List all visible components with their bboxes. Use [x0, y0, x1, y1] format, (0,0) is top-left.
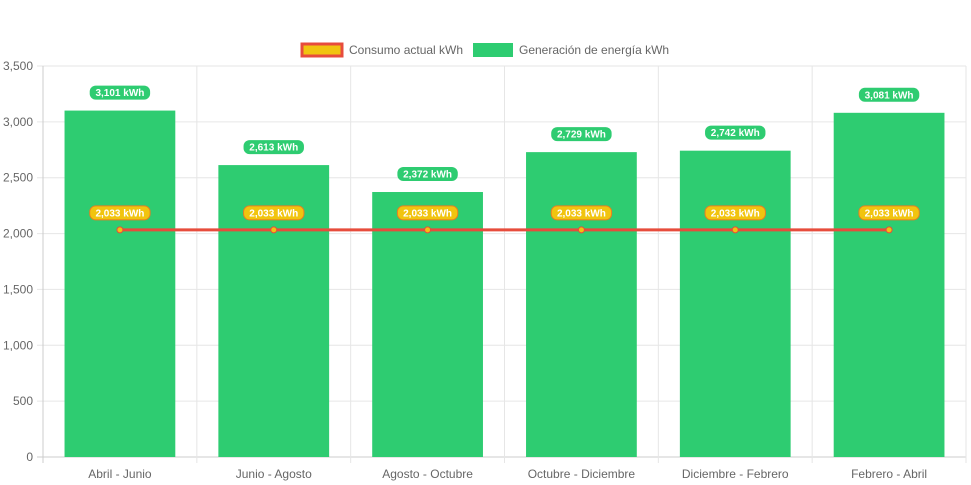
bar-data-label-bg	[551, 127, 612, 142]
bar-data-label: 2,729 kWh	[557, 130, 606, 141]
bars-layer	[64, 110, 945, 457]
axes-layer: 0 500 1,000 1,500 2,000 2,500 3,000 3,500 Abril …	[3, 59, 927, 481]
line-data-label-bg	[243, 205, 305, 221]
line-layer	[116, 226, 893, 234]
line-data-label-bg	[396, 205, 459, 221]
line-data-label: 2,033 kWh	[865, 208, 914, 219]
line-data-label: 2,033 kWh	[95, 208, 144, 219]
line-data-label: 2,033 kWh	[711, 208, 760, 219]
bar-data-label: 2,613 kWh	[249, 143, 298, 154]
bar-generacion[interactable]	[833, 112, 945, 457]
x-tick-label: Octubre - Diciembre	[528, 467, 636, 481]
consumo-point[interactable]	[116, 226, 124, 234]
bar-data-label: 2,372 kWh	[403, 170, 452, 181]
consumo-point[interactable]	[270, 226, 278, 234]
line-data-label: 2,033 kWh	[249, 208, 298, 219]
bar-generacion[interactable]	[526, 152, 637, 457]
bar-generacion[interactable]	[64, 110, 176, 457]
line-data-label-bg	[704, 205, 766, 221]
y-tick-label: 0	[26, 450, 33, 464]
y-tick-label: 500	[13, 394, 33, 408]
bar-data-label-bg	[89, 85, 151, 100]
y-tick-label: 2,500	[3, 171, 33, 185]
bar-data-label: 3,101 kWh	[95, 88, 144, 99]
bar-data-label-bg	[705, 125, 766, 140]
legend-swatch-consumo[interactable]	[300, 42, 344, 58]
legend-label-generacion[interactable]: Generación de energía kWh	[519, 43, 669, 57]
bar-generacion[interactable]	[372, 192, 483, 457]
consumo-point[interactable]	[731, 226, 739, 234]
consumo-point[interactable]	[577, 226, 585, 234]
bar-generacion[interactable]	[679, 150, 791, 457]
bar-data-label: 2,742 kWh	[711, 128, 760, 139]
legend-swatch-generacion[interactable]	[473, 43, 513, 57]
legend-label-consumo[interactable]: Consumo actual kWh	[349, 43, 463, 57]
legend[interactable]: Consumo actual kWh Generación de energía …	[300, 42, 669, 58]
x-tick-label: Junio - Agosto	[236, 467, 312, 481]
y-tick-label: 1,500	[3, 282, 33, 296]
bar-data-label-bg	[243, 140, 304, 155]
bar-data-label-bg	[397, 167, 458, 182]
labels-layer: 3,101 kWh 2,613 kWh 2,372 kWh 2,729 kWh 2,74…	[89, 85, 920, 221]
line-data-label: 2,033 kWh	[403, 208, 452, 219]
bar-data-label: 3,081 kWh	[865, 90, 914, 101]
y-tick-label: 3,000	[3, 115, 33, 129]
line-data-label: 2,033 kWh	[557, 208, 606, 219]
x-tick-label: Abril - Junio	[88, 467, 152, 481]
line-data-label-bg	[858, 205, 920, 221]
bar-data-label-bg	[858, 87, 920, 102]
x-tick-label: Diciembre - Febrero	[682, 467, 789, 481]
line-data-label-bg	[550, 205, 613, 221]
y-tick-label: 1,000	[3, 338, 33, 352]
consumo-point[interactable]	[424, 226, 432, 234]
x-tick-label: Febrero - Abril	[851, 467, 927, 481]
y-tick-label: 3,500	[3, 59, 33, 73]
grid-layer	[37, 65, 967, 463]
consumo-point[interactable]	[885, 226, 893, 234]
y-tick-label: 2,000	[3, 227, 33, 241]
line-data-label-bg	[89, 205, 151, 221]
x-tick-label: Agosto - Octubre	[382, 467, 473, 481]
